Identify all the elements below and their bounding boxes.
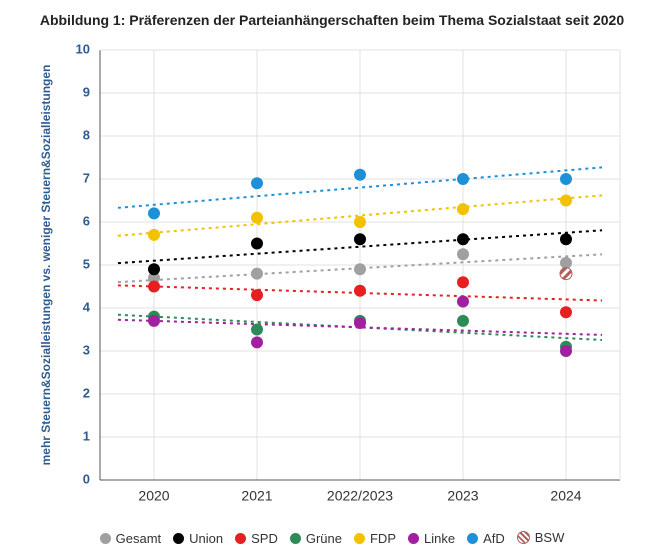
- data-point: [560, 306, 572, 318]
- data-point: [354, 285, 366, 297]
- data-point: [560, 257, 572, 269]
- x-tick-label: 2022/2023: [327, 487, 393, 503]
- data-point: [457, 203, 469, 215]
- data-point: [148, 263, 160, 275]
- legend-item: Union: [173, 531, 223, 546]
- data-point: [560, 233, 572, 245]
- legend-item: SPD: [235, 531, 278, 546]
- y-tick-label: 9: [83, 84, 90, 99]
- data-point: [354, 216, 366, 228]
- data-point: [251, 289, 263, 301]
- y-tick-label: 8: [83, 127, 90, 142]
- data-point: [354, 233, 366, 245]
- legend-item: AfD: [467, 531, 505, 546]
- data-point: [457, 233, 469, 245]
- legend-dot-icon: [173, 533, 184, 544]
- chart-container: Abbildung 1: Präferenzen der Parteianhän…: [0, 0, 664, 560]
- y-tick-label: 6: [83, 213, 90, 228]
- data-point: [251, 212, 263, 224]
- y-tick-label: 1: [83, 428, 90, 443]
- data-point: [457, 173, 469, 185]
- data-point: [457, 296, 469, 308]
- x-tick-label: 2020: [138, 487, 169, 503]
- data-point: [251, 268, 263, 280]
- legend-dot-icon: [467, 533, 478, 544]
- legend-dot-icon: [408, 533, 419, 544]
- x-tick-label: 2023: [447, 487, 478, 503]
- x-tick-label: 2024: [550, 487, 581, 503]
- y-tick-label: 0: [83, 471, 90, 486]
- data-point: [148, 207, 160, 219]
- data-point: [354, 169, 366, 181]
- legend-label: SPD: [251, 531, 278, 546]
- y-tick-label: 10: [76, 41, 90, 56]
- y-tick-label: 7: [83, 170, 90, 185]
- data-point: [148, 315, 160, 327]
- data-point: [457, 276, 469, 288]
- legend-dot-icon: [100, 533, 111, 544]
- legend-label: BSW: [535, 530, 565, 545]
- legend: Gesamt Union SPD Grüne FDP Linke AfD BSW: [0, 530, 664, 547]
- data-point: [560, 173, 572, 185]
- legend-item: Grüne: [290, 531, 342, 546]
- data-point: [251, 177, 263, 189]
- y-axis-label: mehr Steuern&Sozialleistungen vs. wenige…: [39, 65, 53, 466]
- data-point: [457, 248, 469, 260]
- legend-label: Union: [189, 531, 223, 546]
- data-point: [354, 317, 366, 329]
- legend-dot-icon: [517, 531, 530, 544]
- legend-dot-icon: [290, 533, 301, 544]
- data-point: [560, 268, 572, 280]
- data-point: [148, 281, 160, 293]
- data-point: [560, 195, 572, 207]
- data-point: [251, 324, 263, 336]
- legend-item: BSW: [517, 530, 565, 545]
- legend-item: FDP: [354, 531, 396, 546]
- plot-area: 0 1 2 3 4 5 6 7 8 9 10 2020 2021 2022/2023 2023 2024 meh…: [0, 0, 664, 560]
- legend-dot-icon: [354, 533, 365, 544]
- legend-label: AfD: [483, 531, 505, 546]
- legend-dot-icon: [235, 533, 246, 544]
- legend-item: Linke: [408, 531, 455, 546]
- legend-label: FDP: [370, 531, 396, 546]
- data-point: [251, 238, 263, 250]
- legend-label: Linke: [424, 531, 455, 546]
- data-point: [560, 345, 572, 357]
- y-tick-label: 5: [83, 256, 90, 271]
- data-point: [251, 336, 263, 348]
- data-point: [148, 229, 160, 241]
- data-point: [457, 315, 469, 327]
- legend-label: Gesamt: [116, 531, 162, 546]
- y-tick-label: 2: [83, 385, 90, 400]
- legend-item: Gesamt: [100, 531, 162, 546]
- y-tick-label: 3: [83, 342, 90, 357]
- legend-label: Grüne: [306, 531, 342, 546]
- x-tick-label: 2021: [241, 487, 272, 503]
- data-point: [354, 263, 366, 275]
- y-tick-label: 4: [83, 299, 91, 314]
